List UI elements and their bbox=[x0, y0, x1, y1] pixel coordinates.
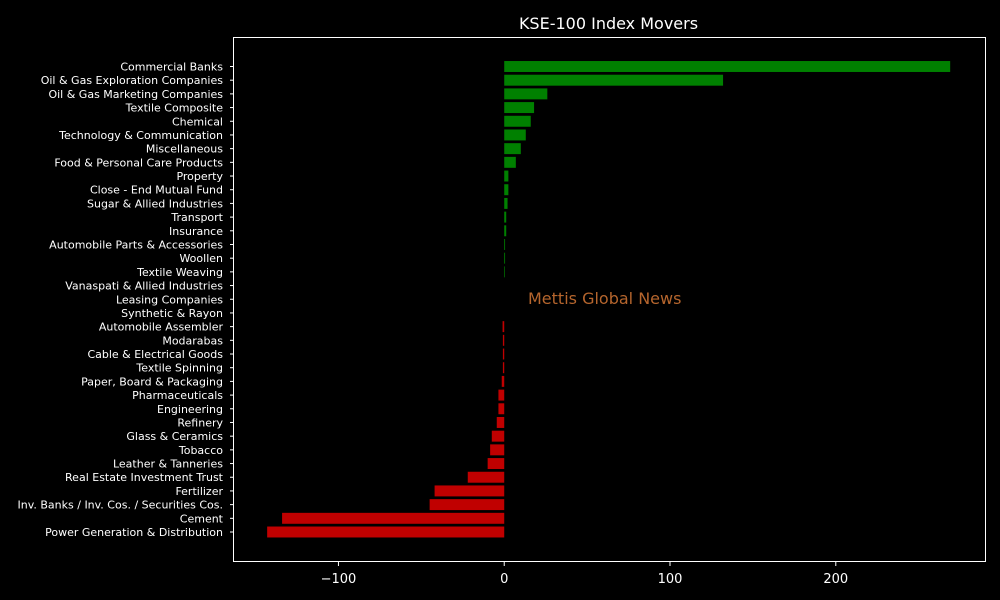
category-label: Oil & Gas Marketing Companies bbox=[48, 88, 223, 101]
category-label: Synthetic & Rayon bbox=[121, 307, 223, 320]
bar bbox=[502, 321, 505, 333]
category-label: Oil & Gas Exploration Companies bbox=[41, 74, 224, 87]
category-label: Miscellaneous bbox=[146, 143, 223, 156]
bar bbox=[504, 170, 509, 182]
bar bbox=[504, 156, 516, 168]
bar bbox=[504, 74, 724, 86]
category-label: Close - End Mutual Fund bbox=[90, 184, 223, 197]
bar bbox=[504, 61, 951, 72]
category-label: Tobacco bbox=[178, 444, 223, 457]
category-label: Food & Personal Care Products bbox=[54, 156, 223, 169]
category-label: Automobile Parts & Accessories bbox=[49, 238, 223, 251]
chart-title: KSE-100 Index Movers bbox=[519, 14, 698, 33]
bar bbox=[504, 211, 507, 223]
category-label: Engineering bbox=[157, 403, 223, 416]
bar bbox=[504, 102, 535, 114]
bar bbox=[501, 375, 505, 387]
bar bbox=[504, 197, 508, 209]
plot-frame bbox=[233, 37, 986, 562]
bar bbox=[490, 444, 505, 456]
category-label: Pharmaceuticals bbox=[132, 389, 223, 402]
bar bbox=[502, 362, 505, 374]
bar bbox=[504, 129, 526, 141]
category-label: Glass & Ceramics bbox=[126, 430, 223, 443]
bar bbox=[502, 334, 505, 346]
x-tick-label: 200 bbox=[823, 572, 848, 587]
bar bbox=[502, 348, 505, 360]
category-label: Fertilizer bbox=[175, 485, 223, 498]
bar bbox=[504, 184, 509, 196]
category-label: Leasing Companies bbox=[116, 293, 223, 306]
bar bbox=[496, 416, 505, 428]
category-label: Commercial Banks bbox=[120, 61, 223, 74]
bar bbox=[504, 252, 506, 264]
bar bbox=[504, 266, 505, 278]
bar bbox=[282, 512, 505, 524]
category-label: Cable & Electrical Goods bbox=[87, 348, 223, 361]
x-tick-label: −100 bbox=[321, 572, 357, 587]
bar bbox=[498, 389, 505, 401]
category-label: Refinery bbox=[177, 416, 223, 429]
bar bbox=[434, 485, 505, 497]
bars-group bbox=[267, 61, 951, 538]
bar bbox=[429, 499, 505, 511]
category-label: Modarabas bbox=[162, 334, 223, 347]
category-label: Real Estate Investment Trust bbox=[65, 471, 224, 484]
category-label: Insurance bbox=[169, 225, 223, 238]
category-label: Textile Composite bbox=[125, 102, 224, 115]
category-label: Paper, Board & Packaging bbox=[81, 375, 223, 388]
category-label: Textile Spinning bbox=[135, 362, 223, 375]
bar bbox=[504, 143, 521, 155]
bar bbox=[504, 115, 531, 127]
bar bbox=[504, 239, 506, 250]
x-tick-label: 0 bbox=[500, 572, 508, 587]
x-axis-ticks: −100 0 100 200 bbox=[321, 561, 848, 587]
category-label: Automobile Assembler bbox=[99, 321, 224, 334]
bar bbox=[498, 403, 505, 415]
bar bbox=[267, 526, 505, 538]
category-label: Power Generation & Distribution bbox=[45, 526, 223, 539]
category-label: Textile Weaving bbox=[136, 266, 223, 279]
x-tick-label: 100 bbox=[658, 572, 683, 587]
category-label: Technology & Communication bbox=[58, 129, 223, 142]
category-label: Leather & Tanneries bbox=[113, 458, 223, 471]
category-label: Transport bbox=[170, 211, 223, 224]
category-label: Woollen bbox=[179, 252, 223, 265]
bar bbox=[491, 430, 505, 442]
bar bbox=[487, 458, 505, 470]
bar bbox=[504, 88, 548, 100]
bar bbox=[504, 225, 507, 237]
category-label: Sugar & Allied Industries bbox=[87, 197, 223, 210]
category-label: Cement bbox=[180, 512, 224, 525]
watermark-text: Mettis Global News bbox=[528, 289, 681, 308]
category-label: Chemical bbox=[172, 115, 223, 128]
category-label: Inv. Banks / Inv. Cos. / Securities Cos. bbox=[18, 499, 223, 512]
bar bbox=[467, 471, 505, 483]
category-label: Property bbox=[176, 170, 223, 183]
category-label: Vanaspati & Allied Industries bbox=[65, 280, 223, 293]
